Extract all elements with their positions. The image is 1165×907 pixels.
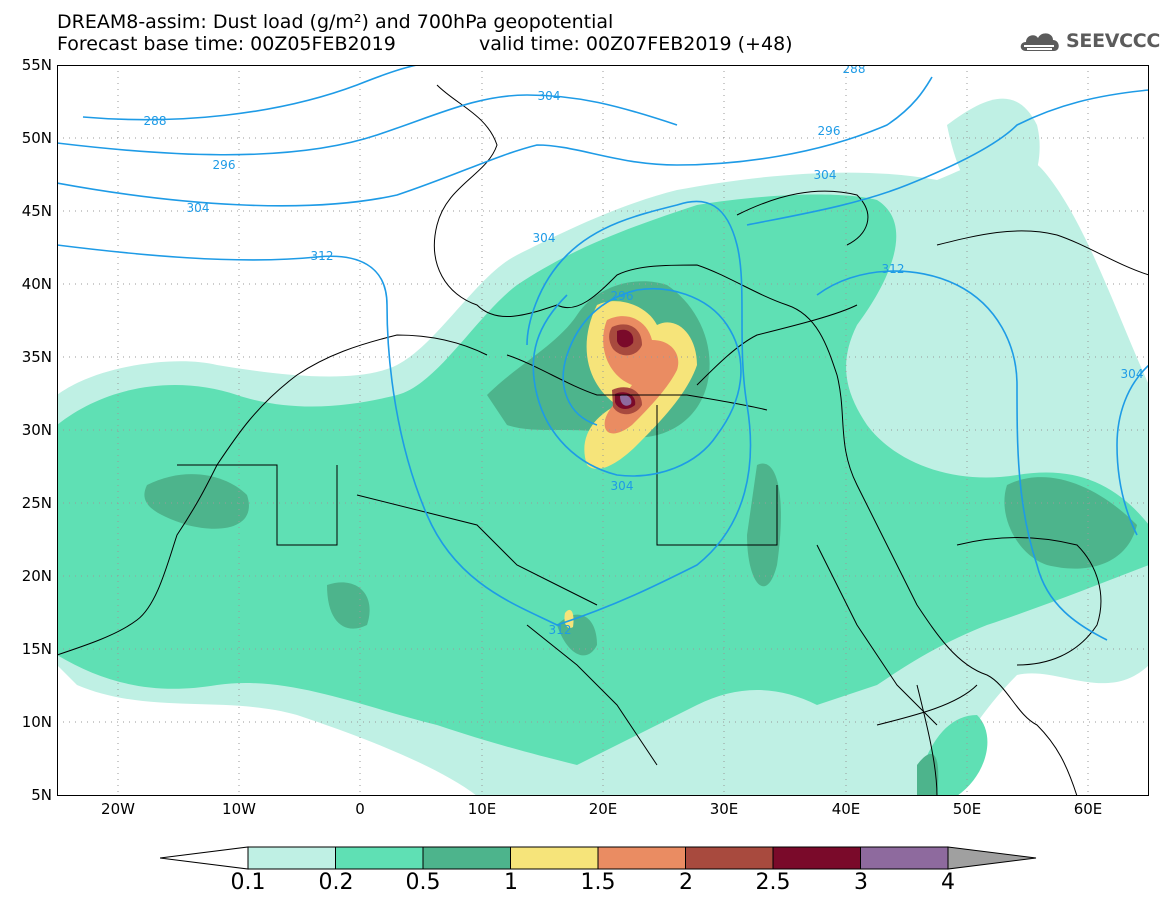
lon-label: 30E: [709, 800, 739, 818]
colorbar-label: 0.5: [405, 870, 441, 895]
colorbar-label: 0.1: [230, 870, 266, 895]
contour-label: 304: [814, 168, 837, 182]
geopotential-contours: [57, 65, 1149, 641]
forecast-base-time: Forecast base time: 00Z05FEB2019 valid ti…: [57, 33, 793, 55]
contour-label: 312: [549, 623, 572, 637]
map-title: DREAM8-assim: Dust load (g/m²) and 700hP…: [57, 11, 614, 33]
colorbar-segment: [685, 846, 774, 870]
base-time-text: Forecast base time: 00Z05FEB2019: [57, 33, 396, 55]
colorbar-label: 2.5: [755, 870, 791, 895]
lat-label: 5N: [31, 786, 52, 804]
logo-text: SEEVCCC: [1066, 30, 1161, 52]
lat-label: 40N: [21, 275, 52, 293]
lon-label: 50E: [952, 800, 982, 818]
seevccc-logo: SEEVCCC: [1018, 26, 1160, 56]
valid-time-text: valid time: 00Z07FEB2019 (+48): [479, 33, 793, 55]
lon-label: 20E: [588, 800, 618, 818]
colorbar-segment: [772, 846, 861, 870]
colorbar-segment: [422, 846, 511, 870]
colorbar-under-triangle: [160, 846, 249, 870]
dust-map: 288 288 296 296 304 304 304 304 304 312 …: [57, 65, 1149, 796]
lat-lon-grid: [57, 65, 1149, 796]
lat-label: 55N: [21, 56, 52, 74]
contour-label: 304: [611, 479, 634, 493]
contour-label: 304: [1121, 367, 1144, 381]
colorbar-label: 0.2: [318, 870, 354, 895]
lon-label: 20W: [101, 800, 135, 818]
lat-label: 45N: [21, 202, 52, 220]
lon-label: 10E: [467, 800, 497, 818]
colorbar-over-triangle: [947, 846, 1037, 870]
colorbar: [160, 846, 1037, 870]
colorbar-segment: [247, 846, 336, 870]
contour-label: 296: [213, 158, 236, 172]
lat-label: 30N: [21, 421, 52, 439]
contour-labels: 288 288 296 296 304 304 304 304 304 312 …: [144, 65, 1144, 637]
contour-label: 304: [187, 201, 210, 215]
lon-label: 40E: [831, 800, 861, 818]
lat-label: 10N: [21, 713, 52, 731]
colorbar-label: 1.5: [580, 870, 616, 895]
lon-label: 10W: [222, 800, 256, 818]
colorbar-segment: [597, 846, 686, 870]
lon-label: 0: [355, 800, 365, 818]
dust-fill-3-4: [620, 395, 632, 406]
coastlines-borders: [57, 84, 1149, 796]
contour-label: 296: [611, 289, 634, 303]
contour-label: 288: [843, 65, 866, 76]
contour-label: 304: [538, 89, 561, 103]
lat-label: 35N: [21, 348, 52, 366]
colorbar-segment: [335, 846, 424, 870]
lat-label: 20N: [21, 567, 52, 585]
contour-label: 296: [818, 124, 841, 138]
contour-label: 304: [533, 231, 556, 245]
contour-label: 312: [311, 249, 334, 263]
colorbar-label: 3: [854, 870, 868, 895]
lat-label: 50N: [21, 129, 52, 147]
colorbar-label: 1: [504, 870, 518, 895]
colorbar-segment: [510, 846, 599, 870]
colorbar-segment: [860, 846, 949, 870]
colorbar-label: 2: [679, 870, 693, 895]
lon-label: 60E: [1073, 800, 1103, 818]
lat-label: 15N: [21, 640, 52, 658]
contour-label: 312: [882, 262, 905, 276]
contour-label: 288: [144, 114, 167, 128]
lat-label: 25N: [21, 494, 52, 512]
colorbar-label: 4: [941, 870, 955, 895]
cloud-logo-icon: [1020, 33, 1059, 51]
